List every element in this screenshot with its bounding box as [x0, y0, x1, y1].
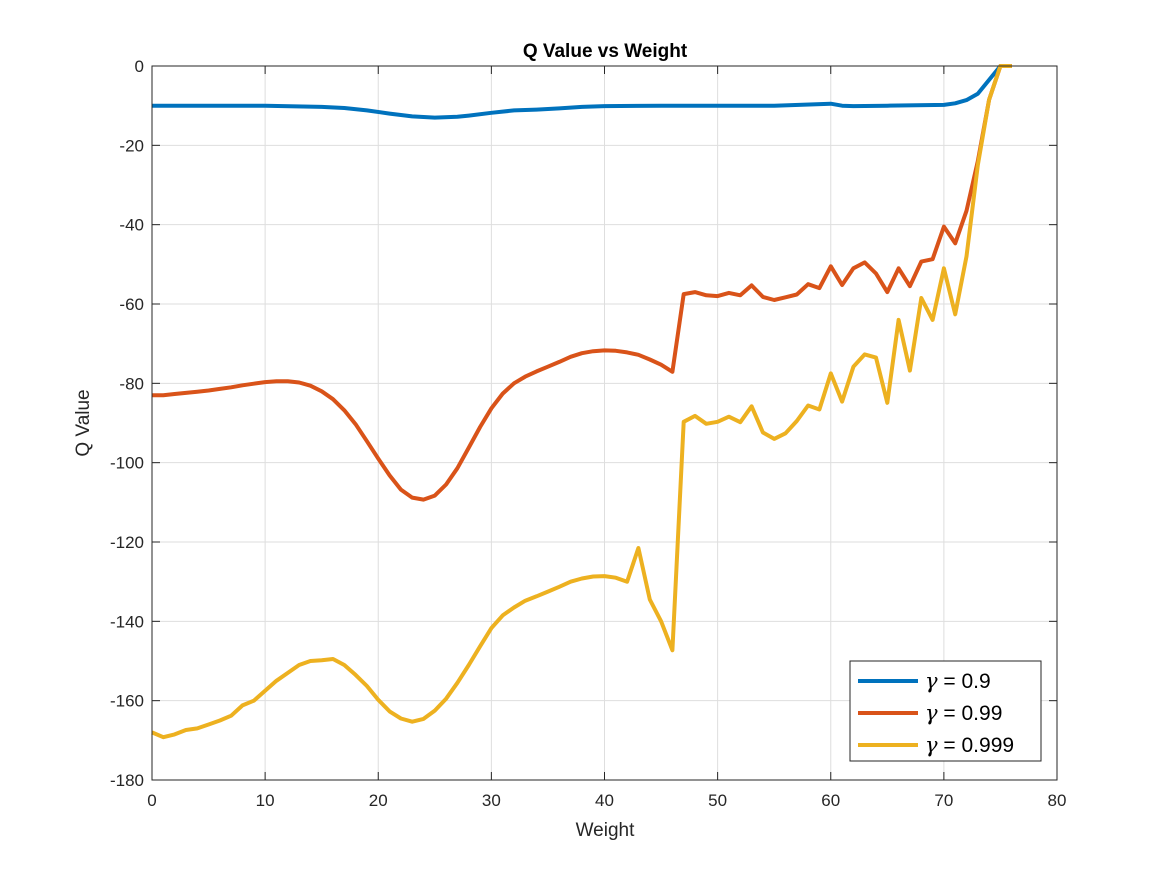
chart-title: Q Value vs Weight — [523, 41, 688, 62]
x-tick-label: 40 — [595, 791, 614, 810]
series-group — [151, 64, 1012, 740]
legend-value: = 0.999 — [938, 734, 1014, 757]
legend-label-1: γ = 0.9 — [925, 669, 991, 693]
y-tick-label: -40 — [119, 216, 144, 235]
x-tick-label: 80 — [1048, 791, 1067, 810]
series-line-3 — [151, 64, 1012, 740]
y-tick-label: 0 — [135, 57, 144, 76]
x-tick-label: 60 — [821, 791, 840, 810]
y-tick-label: -160 — [110, 692, 144, 711]
legend-gamma-symbol: γ — [925, 701, 938, 725]
legend-value: = 0.9 — [938, 670, 991, 693]
legend-value: = 0.99 — [938, 702, 1003, 725]
x-tick-label: 10 — [256, 791, 275, 810]
x-axis-label: Weight — [576, 820, 636, 841]
y-tick-label: -60 — [119, 295, 144, 314]
x-tick-label: 30 — [482, 791, 501, 810]
y-axis-label: Q Value — [73, 389, 94, 456]
x-tick-label: 50 — [708, 791, 727, 810]
y-tick-label: -120 — [110, 533, 144, 552]
legend-gamma-symbol: γ — [925, 669, 938, 693]
ticks — [151, 65, 1058, 781]
y-tick-label: -140 — [110, 612, 144, 631]
legend-label-3: γ = 0.999 — [925, 733, 1014, 757]
legend[interactable]: γ = 0.9γ = 0.99γ = 0.999 — [849, 660, 1042, 762]
tick-labels: 0 10 20 30 40 50 60 70 80 0 -20 -40 -60 -80 -100 -120 -1… — [110, 57, 1066, 810]
series-line-2 — [152, 64, 1012, 502]
x-tick-label: 20 — [369, 791, 388, 810]
series-line-1 — [152, 64, 1012, 120]
y-tick-label: -80 — [119, 374, 144, 393]
y-tick-label: -180 — [110, 771, 144, 790]
legend-gamma-symbol: γ — [925, 733, 938, 757]
legend-label-2: γ = 0.99 — [925, 701, 1002, 725]
x-tick-label: 0 — [147, 791, 156, 810]
y-tick-label: -100 — [110, 454, 144, 473]
x-tick-label: 70 — [934, 791, 953, 810]
y-tick-label: -20 — [119, 136, 144, 155]
